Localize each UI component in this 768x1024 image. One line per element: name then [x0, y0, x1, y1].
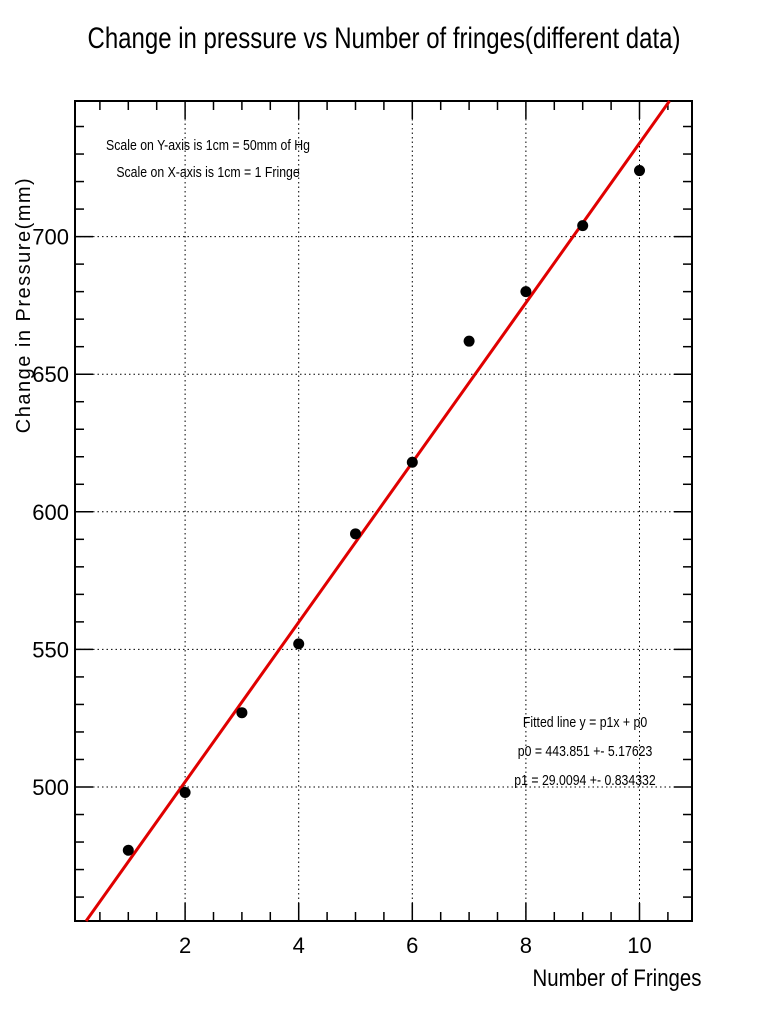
y-tick-labels: 500 550 600 650 700: [32, 225, 69, 800]
data-point: [634, 165, 645, 177]
axis-ticks: [75, 101, 692, 921]
data-point: [463, 335, 475, 347]
fit-note-p0: p0 = 443.851 +- 5.17623: [518, 743, 653, 759]
y-axis-title: Change in Pressure(mm): [13, 177, 35, 433]
scale-note-y: Scale on Y-axis is 1cm = 50mm of Hg: [106, 137, 310, 153]
x-tick-labels: 2 4 6 8 10: [179, 933, 652, 958]
y-tick-label: 600: [32, 500, 69, 525]
data-point: [406, 456, 418, 468]
fit-note-equation: Fitted line y = p1x + p0: [523, 714, 648, 730]
data-point: [122, 844, 134, 856]
grid: [75, 101, 692, 921]
data-point: [179, 787, 191, 799]
scale-note-x: Scale on X-axis is 1cm = 1 Fringe: [116, 164, 300, 180]
y-tick-label: 550: [32, 637, 69, 662]
data-point: [577, 220, 589, 232]
x-tick-label: 6: [406, 933, 418, 958]
fit-note-p1: p1 = 29.0094 +- 0.834332: [514, 772, 655, 788]
plot-frame: [74, 100, 693, 922]
data-point: [350, 528, 361, 540]
y-tick-label: 650: [32, 362, 69, 387]
data-point: [236, 707, 248, 719]
x-axis-title: Number of Fringes: [533, 964, 702, 991]
fit-line: [84, 100, 671, 922]
x-tick-label: 8: [520, 933, 532, 958]
x-tick-label: 2: [179, 933, 191, 958]
data-point: [293, 638, 305, 650]
x-tick-label: 10: [627, 933, 651, 958]
data-points: [122, 165, 645, 856]
chart-title: Change in pressure vs Number of fringes(…: [88, 20, 681, 54]
data-point: [520, 286, 532, 298]
fit-line-group: [84, 100, 671, 922]
y-tick-label: 700: [32, 225, 69, 250]
x-tick-label: 4: [293, 933, 305, 958]
y-tick-label: 500: [32, 775, 69, 800]
